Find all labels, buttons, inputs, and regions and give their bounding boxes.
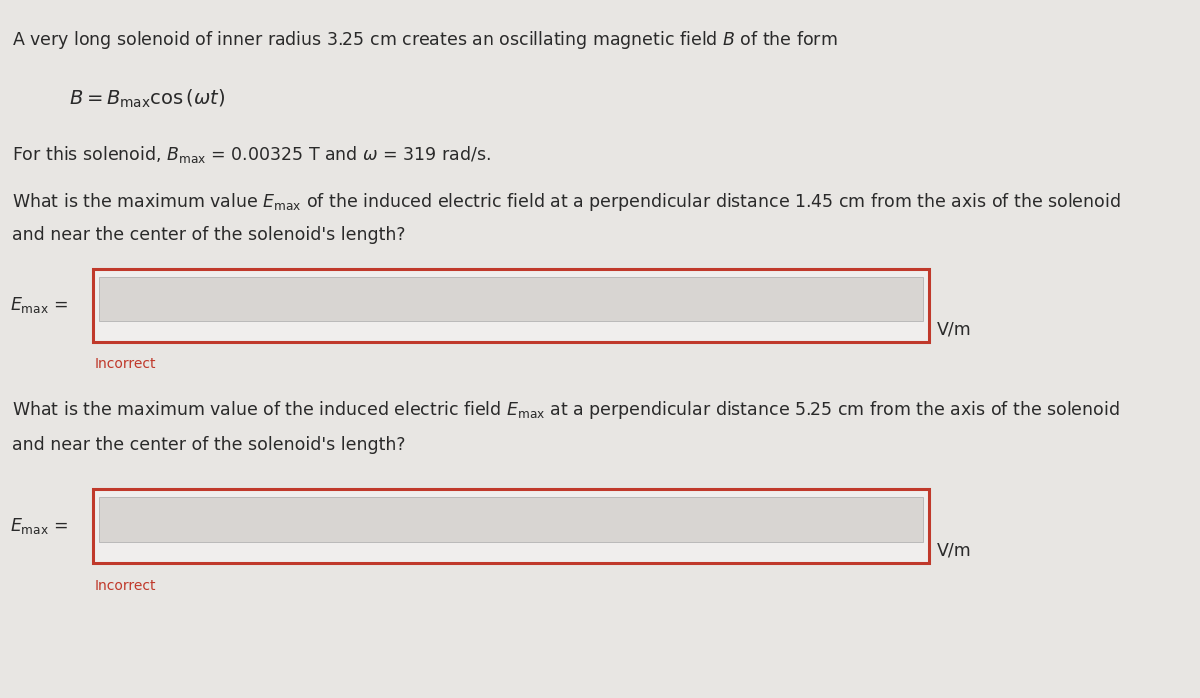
Text: For this solenoid, $\mathit{B}_{\mathrm{max}}$ = 0.00325 T and $\omega$ = 319 ra: For this solenoid, $\mathit{B}_{\mathrm{…: [12, 144, 491, 165]
Text: and near the center of the solenoid's length?: and near the center of the solenoid's le…: [12, 436, 406, 454]
Text: What is the maximum value of the induced electric field $\mathit{E}_{\mathrm{max: What is the maximum value of the induced…: [12, 399, 1120, 422]
FancyBboxPatch shape: [100, 497, 923, 542]
Text: 3.64  $\times\!10^{-3}$: 3.64 $\times\!10^{-3}$: [103, 281, 205, 302]
Text: What is the maximum value $\mathit{E}_{\mathrm{max}}$ of the induced electric fi: What is the maximum value $\mathit{E}_{\…: [12, 191, 1121, 213]
Text: Incorrect: Incorrect: [95, 579, 156, 593]
Text: $\mathit{E}_{\mathrm{max}}$ =: $\mathit{E}_{\mathrm{max}}$ =: [10, 516, 68, 536]
Text: Incorrect: Incorrect: [95, 357, 156, 371]
Text: V/m: V/m: [936, 542, 971, 560]
Text: $\mathit{E}_{\mathrm{max}}$ =: $\mathit{E}_{\mathrm{max}}$ =: [10, 295, 68, 315]
Text: and near the center of the solenoid's length?: and near the center of the solenoid's le…: [12, 226, 406, 244]
Text: A very long solenoid of inner radius 3.25 cm creates an oscillating magnetic fie: A very long solenoid of inner radius 3.2…: [12, 29, 838, 52]
FancyBboxPatch shape: [92, 489, 929, 563]
FancyBboxPatch shape: [100, 277, 923, 321]
Text: $B = B_{\mathrm{max}}\mathrm{cos}\,(\omega t)$: $B = B_{\mathrm{max}}\mathrm{cos}\,(\ome…: [68, 87, 226, 110]
FancyBboxPatch shape: [92, 269, 929, 342]
Text: V/m: V/m: [936, 320, 971, 339]
